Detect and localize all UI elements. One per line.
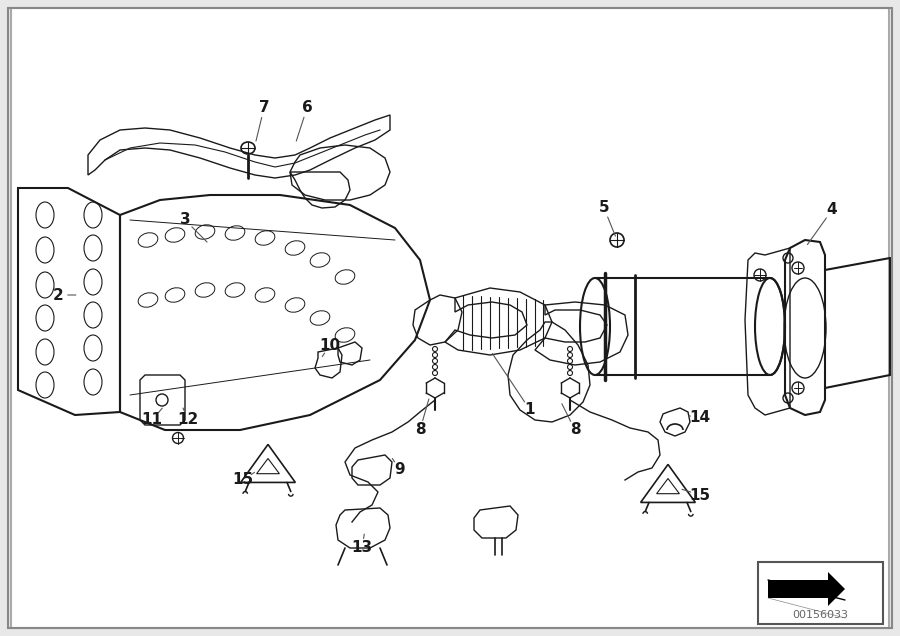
- Text: 14: 14: [689, 410, 711, 425]
- Text: 13: 13: [351, 541, 373, 555]
- Text: 8: 8: [415, 422, 426, 438]
- Text: 00156033: 00156033: [792, 610, 848, 620]
- Text: 1: 1: [525, 403, 535, 417]
- Text: 11: 11: [141, 413, 163, 427]
- Text: 4: 4: [827, 202, 837, 218]
- Text: 9: 9: [395, 462, 405, 478]
- Text: 12: 12: [177, 413, 199, 427]
- Text: 15: 15: [232, 473, 254, 488]
- Text: 6: 6: [302, 100, 312, 116]
- Text: 2: 2: [52, 287, 63, 303]
- Text: 10: 10: [320, 338, 340, 352]
- Text: 5: 5: [598, 200, 609, 216]
- Bar: [768, 580, 828, 598]
- Polygon shape: [828, 572, 845, 606]
- Text: 8: 8: [570, 422, 580, 438]
- Text: 15: 15: [689, 488, 711, 502]
- Text: 7: 7: [258, 100, 269, 116]
- Text: 3: 3: [180, 212, 190, 228]
- Bar: [758, 562, 883, 624]
